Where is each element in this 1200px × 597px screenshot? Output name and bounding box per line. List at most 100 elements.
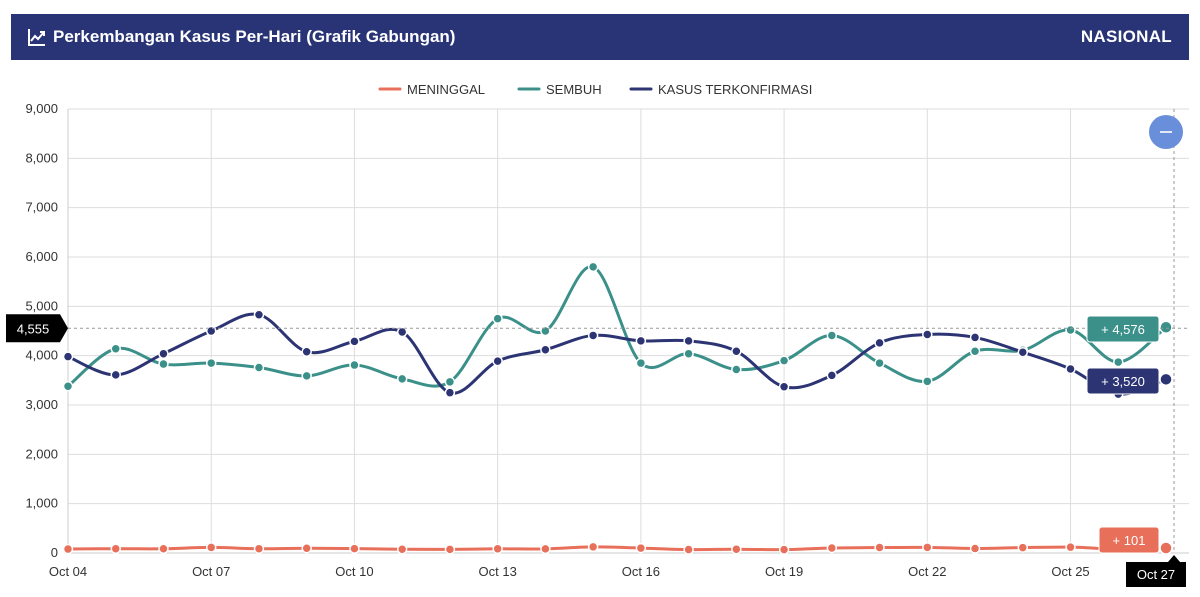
data-point[interactable] (349, 543, 360, 554)
data-point[interactable] (1159, 320, 1173, 335)
data-point[interactable] (301, 346, 312, 357)
data-point[interactable] (731, 543, 742, 555)
data-point[interactable] (1065, 541, 1076, 553)
data-point[interactable] (1159, 541, 1173, 555)
series-line (67, 545, 1167, 552)
data-point[interactable] (778, 381, 790, 392)
data-point[interactable] (826, 542, 838, 554)
data-point[interactable] (158, 358, 169, 370)
data-point[interactable] (683, 544, 694, 555)
legend-item[interactable]: MENINGGAL (378, 82, 485, 97)
data-point[interactable] (396, 544, 408, 555)
data-point[interactable] (635, 335, 647, 347)
data-point[interactable] (349, 359, 360, 371)
data-point[interactable] (492, 355, 503, 367)
end-label-text: + 4,576 (1101, 322, 1145, 337)
data-point[interactable] (1017, 542, 1029, 553)
data-point[interactable] (62, 351, 74, 362)
crosshair: 4,555 Oct 27 (6, 109, 1189, 587)
data-point[interactable] (874, 542, 885, 553)
data-point[interactable] (969, 332, 981, 343)
data-point[interactable] (969, 543, 981, 554)
data-point[interactable] (253, 543, 265, 554)
data-point[interactable] (62, 543, 74, 555)
data-point[interactable] (683, 335, 694, 347)
data-point[interactable] (540, 344, 551, 355)
y-tick-label: 1,000 (25, 496, 58, 511)
data-point[interactable] (635, 357, 647, 369)
data-point[interactable] (587, 330, 599, 341)
data-point[interactable] (826, 370, 838, 381)
x-tick-label: Oct 25 (1051, 564, 1089, 579)
legend-item[interactable]: KASUS TERKONFIRMASI (629, 82, 812, 97)
x-tick-label: Oct 07 (192, 564, 230, 579)
y-tick-label: 9,000 (25, 101, 58, 116)
data-point[interactable] (683, 348, 694, 359)
chart-header: Perkembangan Kasus Per-Hari (Grafik Gabu… (11, 14, 1189, 60)
data-point[interactable] (444, 387, 456, 398)
end-value-labels: + 101 + 4,576 + 3,520 (1086, 315, 1160, 554)
series-line (67, 312, 1167, 396)
data-point[interactable] (778, 544, 790, 555)
data-point[interactable] (1065, 363, 1076, 375)
data-point[interactable] (969, 345, 981, 357)
data-point[interactable] (587, 541, 599, 553)
data-point[interactable] (444, 544, 456, 555)
data-point[interactable] (205, 542, 217, 553)
data-point[interactable] (110, 543, 121, 554)
data-point[interactable] (444, 376, 456, 388)
crosshair-y-flag (6, 314, 68, 343)
page-title: Perkembangan Kasus Per-Hari (Grafik Gabu… (53, 27, 456, 46)
data-point[interactable] (731, 345, 742, 357)
data-point[interactable] (253, 362, 265, 373)
series-end-label: + 101 (1098, 526, 1160, 554)
data-point[interactable] (922, 376, 933, 387)
data-point[interactable] (635, 542, 647, 554)
data-point[interactable] (540, 543, 551, 555)
data-point[interactable] (492, 543, 503, 555)
chart-series (62, 261, 1173, 555)
data-point[interactable] (874, 357, 885, 369)
data-point[interactable] (826, 330, 838, 341)
y-tick-label: 7,000 (25, 200, 58, 215)
legend-item[interactable]: SEMBUH (517, 82, 602, 97)
data-point[interactable] (110, 369, 121, 381)
y-tick-label: 3,000 (25, 397, 58, 412)
data-point[interactable] (1065, 324, 1076, 336)
data-point[interactable] (301, 542, 312, 554)
end-label-box (1086, 367, 1160, 395)
data-point[interactable] (1113, 356, 1124, 368)
data-point[interactable] (922, 329, 933, 340)
zoom-out-button[interactable] (1149, 115, 1183, 149)
data-point[interactable] (778, 355, 790, 366)
crosshair-x-flag (1126, 555, 1186, 587)
data-point[interactable] (253, 309, 265, 320)
data-point[interactable] (349, 336, 360, 347)
y-tick-label: 8,000 (25, 150, 58, 165)
end-label-box (1098, 526, 1160, 554)
data-point[interactable] (492, 313, 503, 324)
data-point[interactable] (158, 348, 169, 359)
data-point[interactable] (1159, 372, 1173, 387)
data-point[interactable] (922, 542, 933, 553)
y-tick-label: 0 (51, 545, 58, 560)
data-point[interactable] (110, 343, 121, 355)
data-point[interactable] (731, 364, 742, 375)
x-tick-label: Oct 04 (49, 564, 87, 579)
data-point[interactable] (205, 357, 217, 369)
y-tick-label: 4,000 (25, 348, 58, 363)
data-point[interactable] (301, 370, 312, 382)
data-point[interactable] (396, 373, 408, 385)
y-tick-label: 6,000 (25, 249, 58, 264)
data-point[interactable] (396, 326, 408, 338)
crosshair-x-value: Oct 27 (1137, 567, 1175, 582)
end-label-text: + 3,520 (1101, 374, 1145, 389)
data-point[interactable] (158, 543, 169, 555)
x-tick-label: Oct 19 (765, 564, 803, 579)
data-point[interactable] (62, 381, 74, 392)
data-point[interactable] (874, 337, 885, 349)
data-point[interactable] (587, 261, 599, 273)
data-point[interactable] (1017, 346, 1029, 358)
chart-grid: 0 1,000 2,000 3,000 4,000 5,000 6,000 7,000 8,00… (25, 101, 1189, 579)
